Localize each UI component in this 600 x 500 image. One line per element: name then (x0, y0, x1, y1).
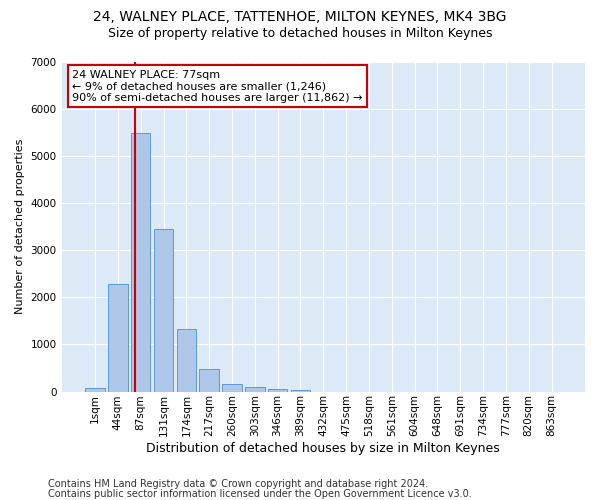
Bar (154, 229, 173, 392)
Text: Size of property relative to detached houses in Milton Keynes: Size of property relative to detached ho… (108, 28, 492, 40)
Bar (176, 330, 196, 392)
Text: Contains HM Land Registry data © Crown copyright and database right 2024.: Contains HM Land Registry data © Crown c… (48, 479, 428, 489)
Bar (222, 384, 242, 392)
Text: 24, WALNEY PLACE, TATTENHOE, MILTON KEYNES, MK4 3BG: 24, WALNEY PLACE, TATTENHOE, MILTON KEYN… (93, 10, 507, 24)
X-axis label: Distribution of detached houses by size in Milton Keynes: Distribution of detached houses by size … (146, 442, 500, 455)
Bar (245, 387, 265, 392)
Y-axis label: Number of detached properties: Number of detached properties (15, 139, 25, 314)
Bar (268, 388, 287, 392)
Bar (131, 133, 151, 392)
Bar (199, 370, 219, 392)
Bar (291, 390, 310, 392)
Text: Contains public sector information licensed under the Open Government Licence v3: Contains public sector information licen… (48, 489, 472, 499)
Bar (85, 388, 105, 392)
Bar (108, 284, 128, 392)
Text: 24 WALNEY PLACE: 77sqm
← 9% of detached houses are smaller (1,246)
90% of semi-d: 24 WALNEY PLACE: 77sqm ← 9% of detached … (72, 70, 362, 103)
